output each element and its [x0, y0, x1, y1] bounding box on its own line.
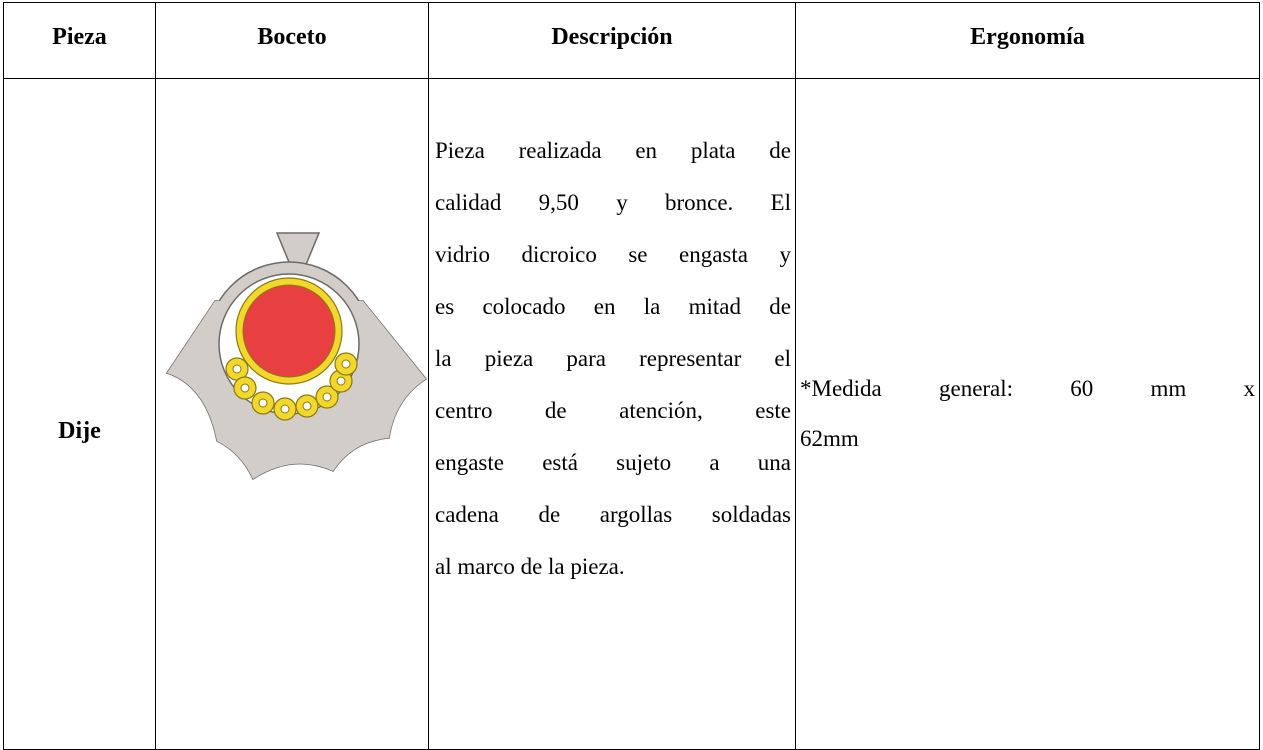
text-line: es colocado en la mitad de [435, 294, 791, 319]
text-line: vidrio dicroico se engasta y [435, 242, 791, 267]
header-text: Pieza [52, 24, 107, 50]
header-text: Ergonomía [970, 24, 1085, 50]
text-line: Pieza realizada en plata de [435, 138, 791, 163]
pieza-cell: Dije [3, 78, 156, 750]
text-line: al marco de la pieza. [435, 554, 625, 579]
boceto-cell [155, 78, 429, 750]
pieza-text: Dije [58, 417, 101, 444]
header-cell: Boceto [155, 2, 429, 79]
text-line: la pieza para representar el [435, 346, 791, 371]
text-line: engaste está sujeto a una [435, 450, 791, 475]
text-line: *Medida general: 60 mm x [800, 376, 1255, 401]
text-line: cadena de argollas soldadas [435, 502, 791, 527]
header-cell: Ergonomía [795, 2, 1260, 79]
text-line: centro de atención, este [435, 398, 791, 423]
header-cell: Descripción [428, 2, 796, 79]
pendant-sketch [165, 232, 428, 481]
header-text: Boceto [257, 24, 327, 50]
text-line: 62mm [800, 426, 859, 451]
descripcion-cell: Pieza realizada en plata de calidad 9,50 … [428, 78, 796, 750]
text-line: calidad 9,50 y bronce. El [435, 190, 791, 215]
ergonomia-cell: *Medida general: 60 mm x 62mm [795, 78, 1260, 750]
header-text: Descripción [551, 24, 673, 50]
header-cell: Pieza [3, 2, 156, 79]
